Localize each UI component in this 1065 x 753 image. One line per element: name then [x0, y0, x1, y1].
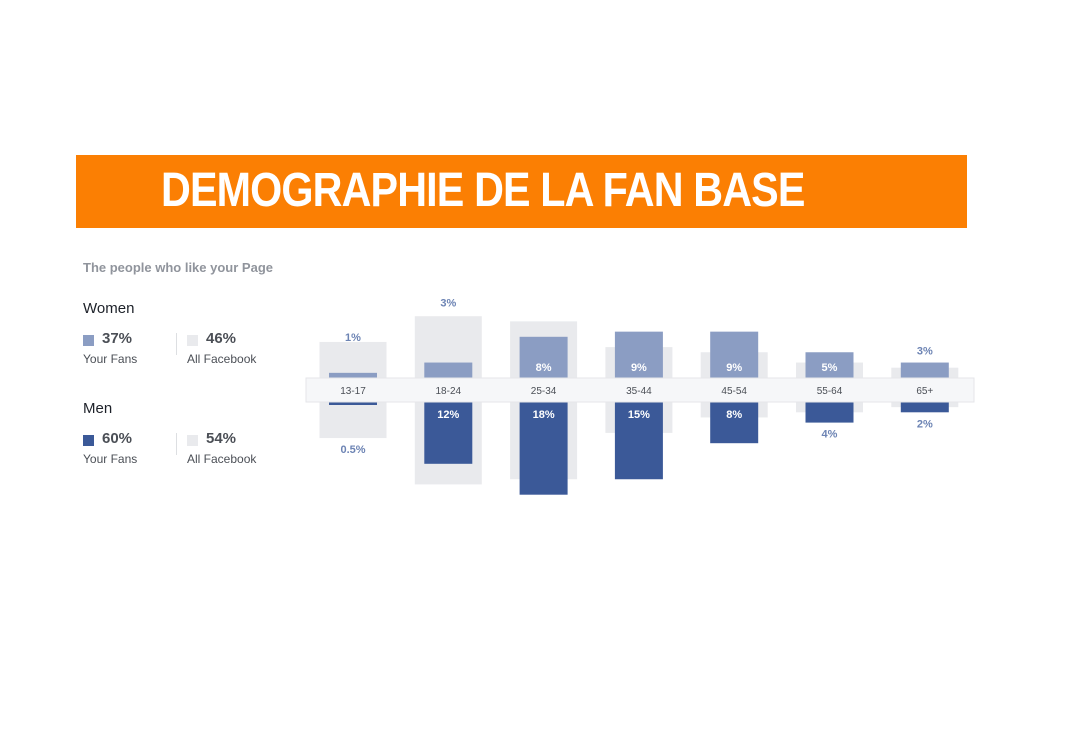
men-fans-label: Your Fans	[83, 452, 138, 466]
legend-divider	[176, 333, 177, 355]
men-fans-data-label: 2%	[917, 418, 933, 430]
women-fans-data-label: 5%	[822, 362, 838, 374]
women-fans-data-label: 1%	[345, 332, 361, 344]
women-all-facebook-bar	[319, 341, 387, 378]
men-fans-bar	[519, 402, 568, 495]
women-fans-bar	[710, 331, 759, 378]
age-tick-label: 35-44	[626, 386, 652, 397]
women-fans-bar	[614, 331, 663, 378]
men-fans-bar	[424, 402, 473, 464]
men-fans-data-label: 12%	[437, 409, 459, 421]
women-fans-swatch	[83, 335, 94, 346]
women-all-swatch	[187, 335, 198, 346]
men-fans-bar	[805, 402, 854, 423]
age-tick-label: 55-64	[817, 386, 843, 397]
men-fans-bar	[329, 402, 377, 405]
men-fans-data-label: 4%	[822, 429, 838, 441]
women-fans-data-label: 8%	[536, 362, 552, 374]
men-fans-bar	[710, 402, 759, 444]
women-fans-bar	[519, 336, 568, 378]
men-all-swatch	[187, 435, 198, 446]
men-fans-data-label: 18%	[533, 409, 555, 421]
men-legend-title: Men	[83, 400, 113, 417]
legend-divider	[176, 433, 177, 455]
women-fans-bar	[424, 362, 473, 378]
women-fans-bar	[805, 352, 854, 378]
men-fans-swatch	[83, 435, 94, 446]
women-fans-bar	[329, 372, 377, 378]
women-all-percent: 46%	[206, 330, 237, 347]
men-fans-bar	[900, 402, 949, 413]
men-all-label: All Facebook	[187, 452, 257, 466]
women-all-label: All Facebook	[187, 352, 257, 366]
women-legend-title: Women	[83, 300, 135, 317]
header-banner: DEMOGRAPHIE DE LA FAN BASE	[76, 155, 967, 228]
age-axis-band	[305, 377, 975, 403]
women-fans-data-label: 9%	[631, 362, 647, 374]
age-tick-label: 13-17	[340, 386, 366, 397]
age-tick-label: 65+	[916, 386, 933, 397]
age-tick-label: 45-54	[721, 386, 747, 397]
age-tick-label: 25-34	[531, 386, 557, 397]
men-fans-data-label: 8%	[726, 409, 742, 421]
women-fans-label: Your Fans	[83, 352, 138, 366]
chart-subtitle: The people who like your Page	[83, 260, 273, 275]
men-fans-data-label: 0.5%	[340, 444, 365, 456]
men-fans-percent: 60%	[102, 430, 133, 447]
men-fans-bar	[614, 402, 663, 480]
women-fans-data-label: 3%	[440, 298, 456, 310]
banner-title: DEMOGRAPHIE DE LA FAN BASE	[161, 164, 805, 217]
women-fans-percent: 37%	[102, 330, 133, 347]
men-all-percent: 54%	[206, 430, 237, 447]
women-fans-data-label: 9%	[726, 362, 742, 374]
women-fans-data-label: 3%	[917, 346, 933, 358]
men-all-facebook-bar	[319, 402, 387, 439]
women-fans-bar	[900, 362, 949, 378]
age-tick-label: 18-24	[436, 386, 462, 397]
men-fans-data-label: 15%	[628, 409, 650, 421]
